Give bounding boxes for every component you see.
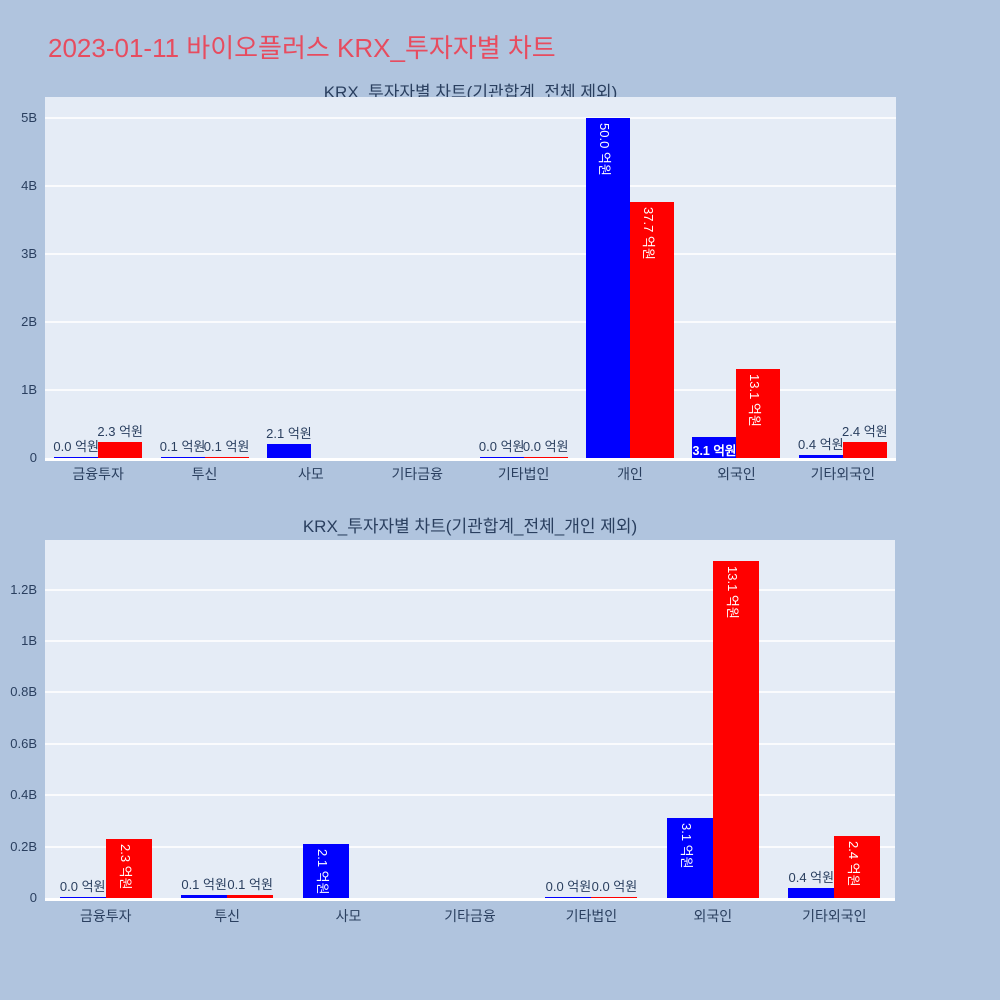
gridline [45, 117, 896, 119]
bar-red: 0.0 억원 [523, 439, 568, 458]
y-axis-tick-label: 3B [21, 246, 37, 261]
y-axis-tick-label: 0.8B [10, 684, 37, 700]
gridline [45, 845, 895, 848]
bar-blue: 0.0 억원 [545, 879, 592, 898]
x-axis-category-label: 투신 [191, 466, 218, 482]
bar-value-label: 0.4 억원 [798, 437, 844, 453]
bar-value-label: 0.0 억원 [59, 878, 106, 894]
bar-red: 13.1 억원 [736, 368, 781, 458]
bar-value-label: 37.7 억원 [641, 206, 657, 260]
bar-value-label: 0.4 억원 [788, 869, 835, 885]
gridline [45, 794, 895, 797]
bar-value-label: 2.1 억원 [266, 425, 312, 441]
x-axis-category-label: 개인 [617, 466, 643, 482]
bar-blue: 0.4 억원 [788, 870, 835, 898]
plot-area: 0.0 억원 0.1 억원 2.1 억원 0.0 억원 3.1 억원 0.4 억원 2.3 … [45, 540, 895, 901]
y-axis-tick-label: 0 [29, 890, 37, 905]
bar-red: 0.0 억원 [591, 879, 638, 898]
chart-title: KRX_투자자별 차트(기관합계_전체_개인 제외) [302, 517, 638, 536]
bar-red: 13.1 억원 [712, 561, 759, 898]
bar-red: 2.4 억원 [842, 424, 888, 458]
y-axis-tick-label: 0.4B [10, 787, 37, 803]
x-axis-category-label: 금융투자 [72, 466, 124, 482]
gridline [45, 389, 896, 391]
bar-value-label: 0.1 억원 [181, 877, 227, 893]
x-axis-category-label: 투신 [214, 908, 241, 924]
bar-value-label: 2.1 억원 [314, 849, 330, 895]
bar-value-label: 0.0 억원 [522, 438, 569, 454]
x-axis-category-label: 사모 [335, 908, 362, 924]
bar-value-label: 13.1 억원 [747, 373, 763, 427]
bar-blue: 0.4 억원 [798, 437, 844, 458]
x-axis-category-label: 외국인 [717, 466, 756, 482]
bar-blue: 3.1 억원 [666, 818, 713, 898]
bar-value-label: 50.0 억원 [597, 123, 613, 176]
gridline [45, 691, 895, 694]
y-axis-tick-label: 4B [21, 178, 37, 193]
bar-value-label: 2.3 억원 [117, 843, 133, 890]
x-axis-category-label: 기타외국인 [802, 908, 867, 924]
y-axis-tick-label: 0.2B [10, 838, 37, 854]
bar-value-label: 0.1 억원 [159, 438, 206, 454]
gridline [45, 321, 896, 323]
y-axis-tick-label: 2B [21, 314, 37, 329]
bar-value-label: 0.0 억원 [53, 438, 99, 454]
gridline [45, 640, 895, 642]
bar-red: 2.3 억원 [97, 424, 143, 458]
bar-value-label: 0.0 억원 [591, 878, 638, 894]
bar-red: 2.4 억원 [834, 836, 881, 898]
gridline [45, 742, 895, 745]
bar-value-label: 0.0 억원 [545, 878, 592, 894]
y-axis-tick-label: 1B [21, 382, 37, 397]
bar-value-label: 0.1 억원 [203, 438, 250, 454]
x-axis-category-label: 사모 [298, 466, 324, 482]
x-axis-category-label: 기타금융 [391, 466, 444, 482]
y-axis-tick-label: 1.2B [10, 581, 37, 597]
bar-red: 2.3 억원 [105, 838, 152, 898]
bar-blue: 2.1 억원 [302, 844, 349, 898]
bar-red: 37.7 억원 [630, 201, 675, 458]
x-axis-category-label: 기타외국인 [810, 466, 876, 482]
bar-blue: 3.1 억원 [692, 436, 737, 458]
bar-value-label: 2.4 억원 [842, 423, 888, 439]
bar-blue: 0.0 억원 [479, 439, 524, 458]
bar-value-label: 0.0 억원 [478, 438, 525, 454]
page-title: 2023-01-11 바이오플러스 KRX_투자자별 차트 [48, 33, 556, 63]
plot-area: 0.0 억원 0.1 억원 2.1 억원 0.0 억원 50.0 억원 3.1 억원 0.4… [45, 97, 896, 461]
bar-value-label: 3.1 억원 [692, 443, 737, 458]
bar-blue: 0.0 억원 [53, 439, 99, 458]
x-axis-category-label: 기타법인 [497, 466, 550, 482]
x-axis-category-label: 금융투자 [79, 908, 132, 924]
bar-blue: 0.1 억원 [160, 439, 205, 458]
bar-red: 0.1 억원 [204, 439, 249, 458]
bar-value-label: 13.1 억원 [724, 566, 740, 620]
y-axis-tick-label: 0 [29, 450, 37, 465]
gridline [45, 253, 896, 255]
bar-value-label: 2.3 억원 [97, 424, 143, 440]
y-axis-tick-label: 0.6B [10, 735, 37, 751]
gridline [45, 185, 896, 187]
y-axis-tick-label: 5B [21, 110, 37, 125]
x-axis-category-label: 기타금융 [444, 908, 496, 924]
bar-blue: 2.1 억원 [266, 426, 312, 458]
bar-value-label: 0.1 억원 [227, 877, 273, 893]
gridline [45, 588, 895, 591]
x-axis-category-label: 외국인 [693, 908, 733, 924]
bar-blue: 0.0 억원 [59, 879, 106, 898]
y-axis-tick-label: 1B [21, 633, 37, 648]
bar-blue: 0.1 억원 [181, 877, 228, 898]
bar-value-label: 2.4 억원 [846, 841, 862, 887]
bar-value-label: 3.1 억원 [678, 823, 694, 869]
bar-red: 0.1 억원 [227, 877, 274, 898]
x-axis-category-label: 기타법인 [565, 908, 618, 924]
bar-blue: 50.0 억원 [586, 118, 631, 458]
